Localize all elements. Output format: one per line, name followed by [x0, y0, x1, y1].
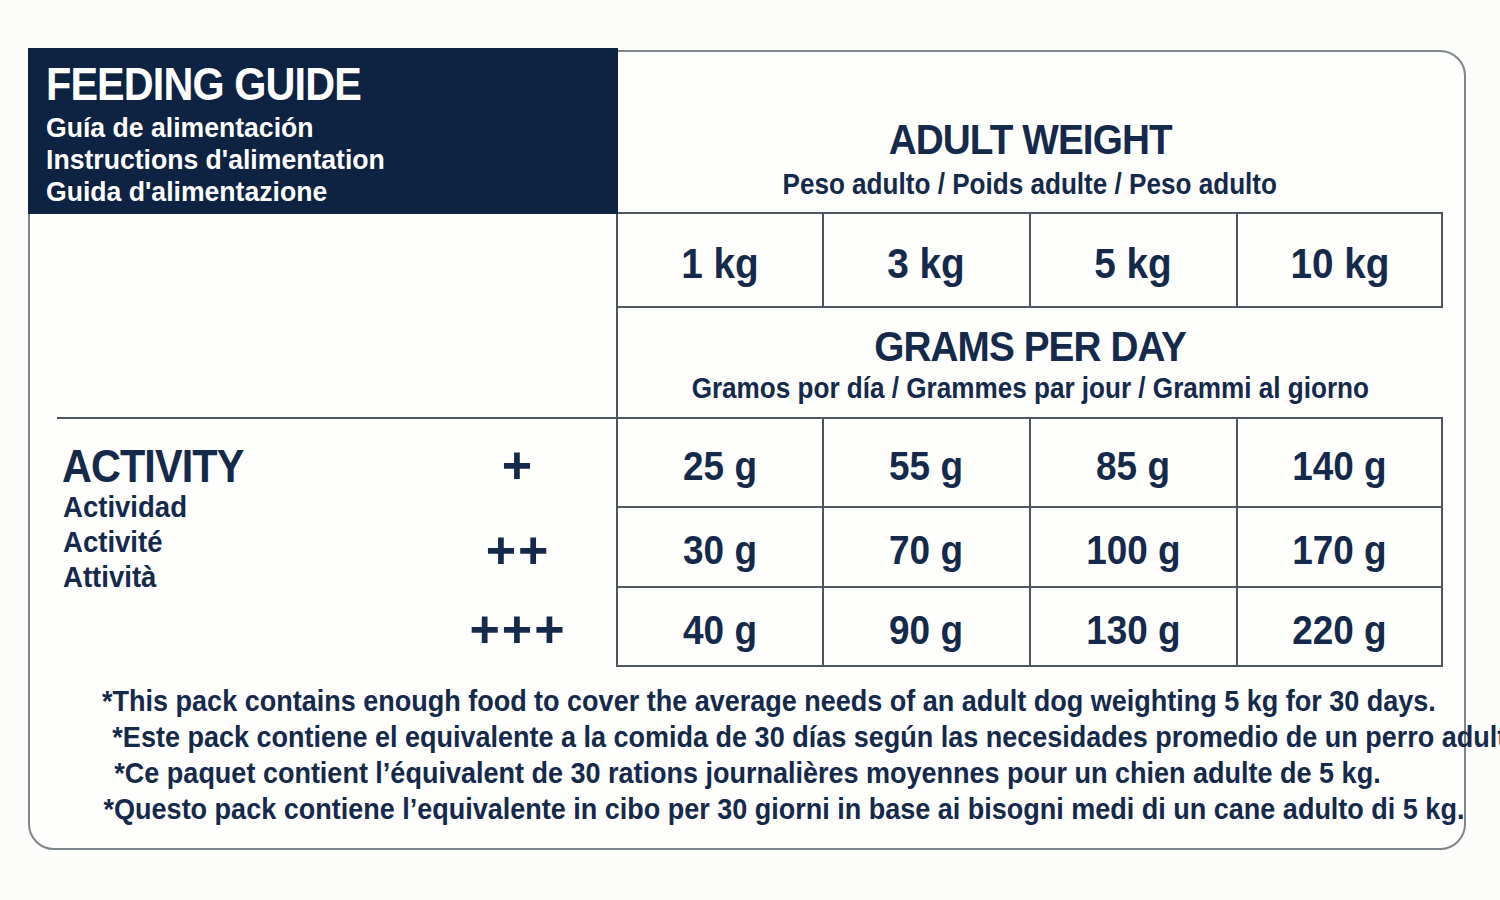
footnote-fr: *Ce paquet contient l’équivalent de 30 r… — [28, 756, 1466, 790]
activity-subtitle-it: Attività — [63, 561, 161, 594]
footnote-it: *Questo pack contiene l’equivalente in c… — [28, 792, 1466, 826]
footnote-es: *Este pack contiene el equivalente a la … — [28, 720, 1466, 754]
cell-r1-1kg: 25 g — [617, 418, 823, 506]
feeding-guide-subtitle-it: Guida d'alimentazione — [46, 176, 342, 208]
weight-col-3kg: 3 kg — [823, 213, 1030, 307]
grams-per-day-subtitle: Gramos por día / Grammes par jour / Gram… — [617, 372, 1443, 405]
feeding-guide-label: FEEDING GUIDE Guía de alimentación Instr… — [0, 0, 1500, 900]
cell-r2-10kg: 170 g — [1237, 507, 1442, 586]
footnote-en: *This pack contains enough food to cover… — [28, 684, 1466, 718]
cell-r2-5kg: 100 g — [1030, 507, 1237, 586]
adult-weight-subtitle: Peso adulto / Poids adulte / Peso adulto — [617, 168, 1443, 201]
cell-r2-3kg: 70 g — [823, 507, 1030, 586]
weight-col-10kg: 10 kg — [1237, 213, 1442, 307]
cell-r3-10kg: 220 g — [1237, 587, 1442, 665]
weight-col-1kg: 1 kg — [617, 213, 823, 307]
cell-r3-3kg: 90 g — [823, 587, 1030, 665]
cell-r2-1kg: 30 g — [617, 507, 823, 586]
cell-r3-5kg: 130 g — [1030, 587, 1237, 665]
feeding-guide-subtitle-es: Guía de alimentación — [46, 112, 328, 144]
cell-r1-10kg: 140 g — [1237, 418, 1442, 506]
cell-r3-1kg: 40 g — [617, 587, 823, 665]
activity-level-low: + — [430, 418, 606, 506]
activity-title: ACTIVITY — [62, 438, 268, 493]
cell-r1-3kg: 55 g — [823, 418, 1030, 506]
feeding-guide-title: FEEDING GUIDE — [46, 56, 404, 111]
cell-r1-5kg: 85 g — [1030, 418, 1237, 506]
adult-weight-title: ADULT WEIGHT — [617, 115, 1443, 164]
activity-level-medium: ++ — [430, 507, 606, 586]
activity-level-high: +++ — [430, 587, 606, 665]
activity-subtitle-fr: Activité — [63, 526, 168, 559]
activity-subtitle-es: Actividad — [63, 491, 194, 524]
weight-col-5kg: 5 kg — [1030, 213, 1237, 307]
feeding-guide-header: FEEDING GUIDE Guía de alimentación Instr… — [28, 48, 618, 214]
feeding-guide-subtitle-fr: Instructions d'alimentation — [46, 144, 403, 176]
grams-per-day-title: GRAMS PER DAY — [617, 322, 1443, 371]
